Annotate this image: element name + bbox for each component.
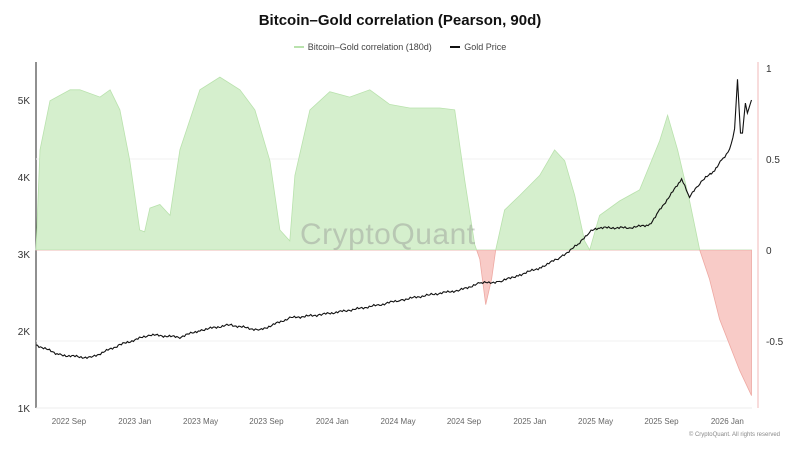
x-tick-label: 2025 Jan xyxy=(513,417,546,426)
gold-price-line xyxy=(35,79,753,360)
x-tick-label: 2024 May xyxy=(381,417,416,426)
legend-item-gold[interactable]: Gold Price xyxy=(450,42,506,52)
right-tick-label: 0 xyxy=(766,246,772,257)
legend-label-correlation: Bitcoin–Gold correlation (180d) xyxy=(307,42,432,52)
copyright: © CryptoQuant. All rights reserved xyxy=(688,432,780,438)
left-tick-label: 4K xyxy=(18,173,31,184)
left-tick-label: 2K xyxy=(18,327,31,338)
right-tick-label: -0.5 xyxy=(766,337,784,348)
x-tick-label: 2023 May xyxy=(183,417,218,426)
chart-title: Bitcoin–Gold correlation (Pearson, 90d) xyxy=(258,12,542,29)
left-tick-label: 5K xyxy=(18,96,31,107)
legend-swatch-correlation xyxy=(293,46,304,48)
legend-swatch-gold xyxy=(450,46,461,48)
x-tick-label: 2025 May xyxy=(578,417,613,426)
x-tick-label: 2023 Sep xyxy=(249,417,284,426)
x-tick-label: 2025 Sep xyxy=(644,417,679,426)
legend-item-correlation[interactable]: Bitcoin–Gold correlation (180d) xyxy=(293,42,432,52)
left-tick-label: 3K xyxy=(18,250,31,261)
x-tick-label: 2023 Jan xyxy=(118,417,151,426)
x-tick-label: 2024 Sep xyxy=(447,417,482,426)
left-tick-label: 1K xyxy=(18,404,31,415)
right-tick-label: 0.5 xyxy=(766,155,780,166)
x-tick-label: 2026 Jan xyxy=(711,417,744,426)
correlation-area-positive xyxy=(35,76,752,250)
x-tick-label: 2022 Sep xyxy=(52,417,87,426)
legend: Bitcoin–Gold correlation (180d) Gold Pri… xyxy=(0,40,800,52)
legend-label-gold: Gold Price xyxy=(464,42,507,52)
right-tick-label: 1 xyxy=(766,64,772,75)
x-tick-label: 2024 Jan xyxy=(316,417,349,426)
